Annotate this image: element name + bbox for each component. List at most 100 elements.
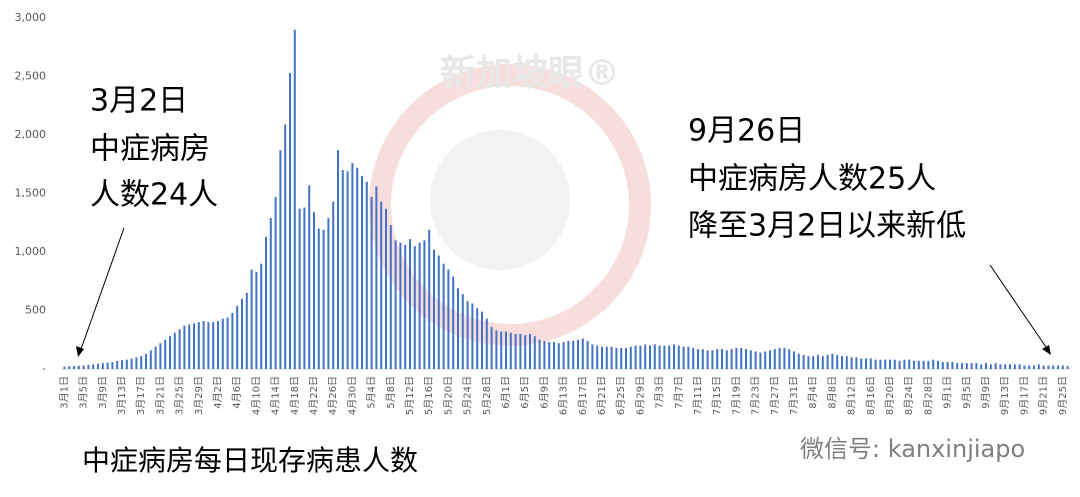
bar	[63, 366, 66, 369]
x-tick-label: 9月21日	[1038, 376, 1050, 415]
x-tick-label: 3月21日	[154, 376, 166, 415]
bar	[217, 321, 219, 369]
bar	[399, 242, 402, 369]
x-tick-label: 9月9日	[980, 376, 992, 409]
bar	[260, 263, 263, 369]
x-tick-label: 6月5日	[519, 376, 531, 409]
bar	[154, 346, 157, 369]
x-tick-label: 4月2日	[212, 376, 224, 409]
bar	[889, 359, 891, 369]
x-tick-label: 9月17日	[1018, 376, 1030, 415]
bar	[265, 236, 267, 369]
bar	[903, 359, 906, 369]
bar	[221, 318, 224, 369]
bar	[970, 363, 973, 369]
bar	[946, 361, 949, 369]
bar	[557, 343, 560, 369]
bar	[145, 353, 147, 369]
x-tick-label: 3月17日	[135, 376, 147, 415]
bar	[101, 363, 104, 369]
bar	[701, 349, 704, 369]
bar	[821, 356, 824, 369]
bar	[673, 344, 675, 369]
bar	[212, 322, 215, 369]
bar	[817, 354, 819, 369]
bar	[922, 360, 925, 369]
bar	[183, 325, 186, 369]
bar	[514, 333, 517, 369]
bar	[202, 321, 205, 369]
bar	[725, 350, 728, 369]
bar	[783, 347, 786, 369]
x-tick-label: 9月25日	[1057, 376, 1069, 415]
bar	[797, 353, 800, 369]
bar	[653, 344, 656, 369]
bar	[625, 347, 627, 369]
bar	[327, 218, 330, 369]
x-tick-label: 4月14日	[270, 376, 282, 415]
x-tick-label: 4月18日	[289, 376, 301, 415]
bar	[884, 359, 887, 369]
bar	[1042, 365, 1045, 369]
bar	[361, 175, 363, 369]
bar	[615, 347, 618, 369]
bar	[68, 366, 71, 369]
bar	[994, 363, 997, 369]
bar	[293, 29, 296, 369]
bar	[481, 311, 483, 369]
bar	[1061, 365, 1064, 369]
x-tick-label: 9月1日	[942, 376, 954, 409]
x-tick-label: 6月29日	[634, 376, 646, 415]
x-tick-label: 7月7日	[673, 376, 685, 409]
bar	[389, 225, 392, 369]
x-tick-label: 4月6日	[231, 376, 243, 409]
bar	[543, 340, 546, 369]
bar	[509, 332, 512, 369]
arrow-head	[1042, 345, 1051, 355]
bar	[231, 312, 234, 369]
x-tick-label: 3月1日	[58, 376, 70, 409]
bar	[1033, 365, 1035, 369]
bar	[279, 150, 282, 369]
bar	[346, 171, 349, 369]
bar	[1052, 365, 1055, 369]
watermark: 新加坡眼®	[440, 53, 620, 94]
bar	[519, 333, 522, 369]
bar	[356, 167, 359, 369]
bar	[730, 349, 733, 369]
bar	[716, 349, 719, 369]
bar	[428, 229, 431, 369]
x-tick-label: 5月12日	[404, 376, 416, 415]
annotation: 9月26日	[688, 114, 805, 149]
bar	[572, 340, 575, 369]
bar	[773, 349, 776, 369]
y-tick-label: 1,000	[15, 245, 47, 258]
bar	[745, 349, 747, 369]
annotation: 3月2日	[90, 84, 188, 119]
bar	[303, 207, 306, 369]
bar	[471, 303, 474, 369]
bar	[178, 329, 181, 369]
x-tick-label: 3月25日	[174, 376, 186, 415]
bar	[169, 336, 171, 369]
y-tick-label: 1,500	[15, 187, 47, 200]
bar	[317, 228, 320, 369]
x-tick-label: 4月10日	[250, 376, 262, 415]
bar	[961, 363, 963, 369]
bar	[1013, 364, 1016, 369]
x-tick-label: 5月8日	[385, 376, 397, 409]
bar	[937, 360, 939, 369]
bar	[1004, 364, 1007, 369]
bar	[457, 288, 459, 369]
bar	[226, 317, 229, 369]
x-tick-label: 3月29日	[193, 376, 205, 415]
bar	[620, 347, 623, 369]
y-tick-label: 3,000	[15, 11, 47, 24]
x-tick-label: 7月23日	[750, 376, 762, 415]
bar	[159, 343, 162, 369]
bar	[404, 244, 407, 369]
bar	[581, 338, 584, 369]
x-tick-label: 6月21日	[596, 376, 608, 415]
bar	[495, 330, 498, 369]
y-tick-label: -	[42, 362, 46, 375]
